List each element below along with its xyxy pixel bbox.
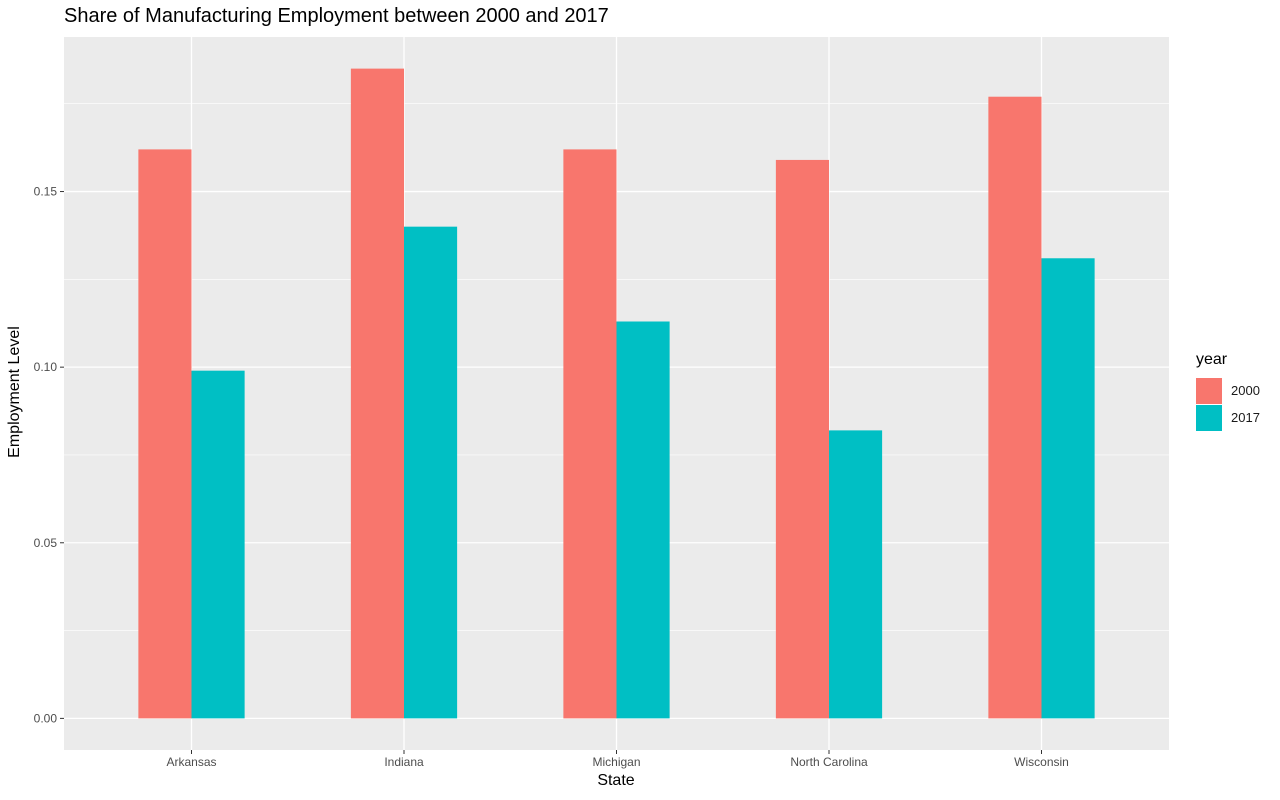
legend: year 2000 2017 (1196, 351, 1260, 431)
y-tick-label: 0.00 (34, 711, 58, 725)
bar-2017-michigan (616, 321, 670, 719)
y-axis-title: Employment Level (6, 326, 23, 458)
bar-2000-arkansas (138, 149, 192, 719)
bar-2000-north-carolina (775, 159, 829, 719)
bar-2017-wisconsin (1041, 258, 1095, 719)
y-tick-label: 0.05 (34, 536, 58, 550)
chart-title: Share of Manufacturing Employment betwee… (64, 5, 609, 27)
x-tick-label: Arkansas (166, 755, 216, 769)
y-tick-label: 0.10 (34, 360, 58, 374)
legend-key-2017 (1196, 404, 1222, 431)
y-tick-label: 0.15 (34, 185, 58, 199)
x-tick-label: Wisconsin (1014, 755, 1069, 769)
legend-item-2017: 2017 (1196, 404, 1260, 431)
x-tick-label: North Carolina (790, 755, 868, 769)
x-tick-label: Indiana (384, 755, 424, 769)
legend-item-2000: 2000 (1196, 377, 1260, 404)
bar-2017-arkansas (191, 370, 245, 719)
legend-title: year (1196, 351, 1228, 368)
legend-key-2000 (1196, 377, 1222, 404)
legend-label-2017: 2017 (1231, 410, 1260, 425)
bar-2000-indiana (350, 68, 404, 719)
x-axis-title: State (597, 772, 635, 789)
x-tick-label: Michigan (592, 755, 640, 769)
legend-label-2000: 2000 (1231, 383, 1260, 398)
bar-2000-wisconsin (988, 96, 1042, 719)
bar-2000-michigan (563, 149, 617, 719)
bar-2017-indiana (404, 226, 458, 719)
bar-2017-north-carolina (829, 430, 883, 719)
